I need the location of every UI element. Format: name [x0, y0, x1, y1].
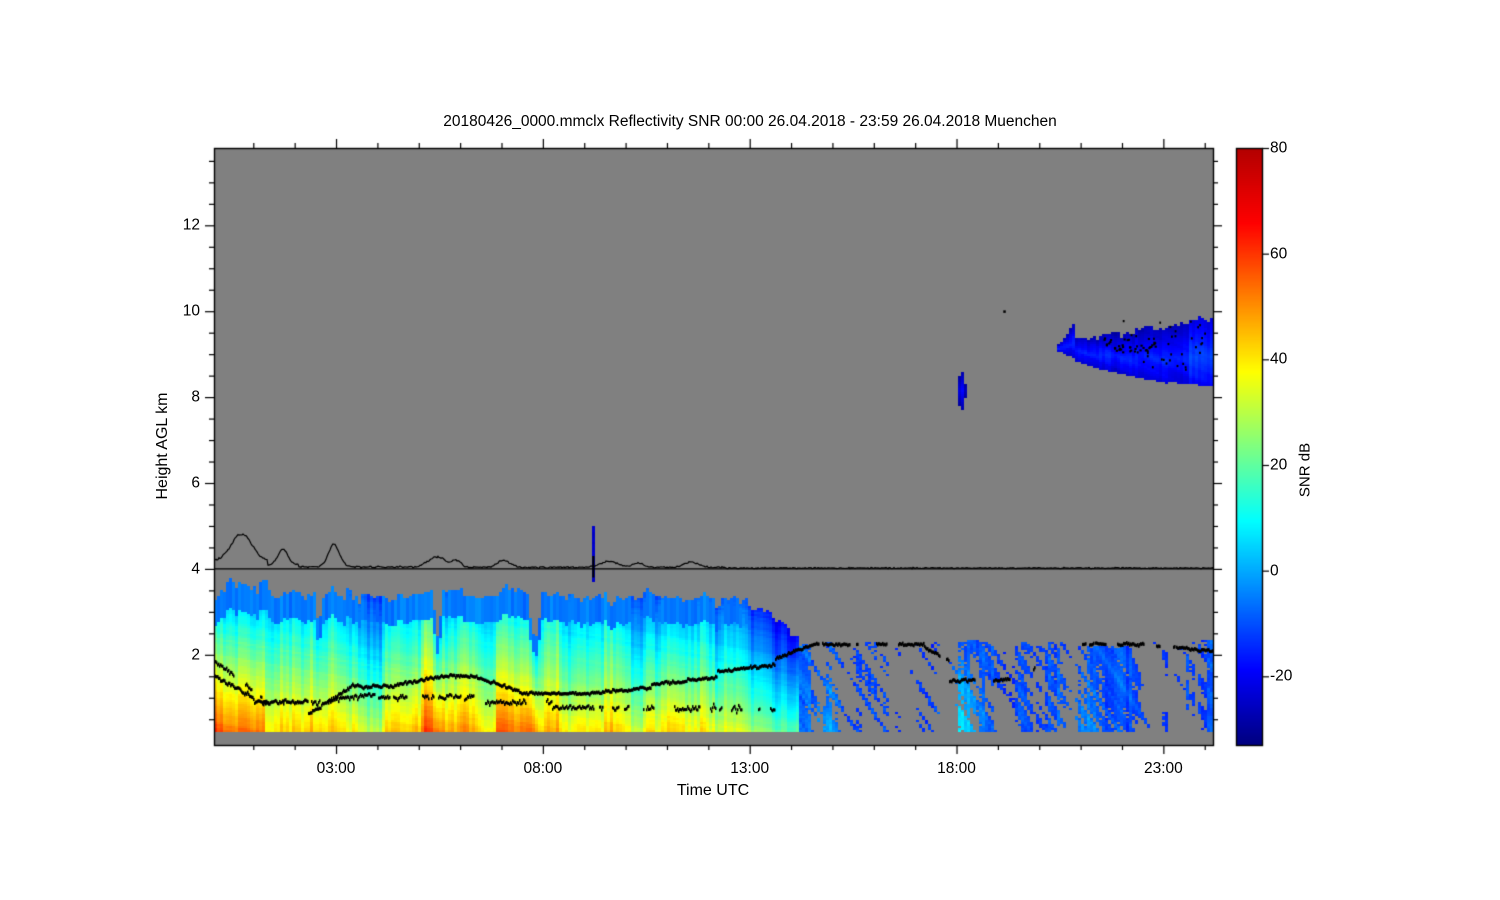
x-axis-label: Time UTC: [676, 782, 750, 799]
cbar-tick-40: 40: [1270, 350, 1288, 368]
page-title: 20180426_0000.mmclx Reflectivity SNR 00:…: [443, 113, 1057, 130]
y-axis-label: Height AGL km: [154, 392, 171, 500]
colorbar-label: SNR dB: [1296, 442, 1314, 498]
y-tick-6: 6: [191, 474, 200, 492]
cbar-tick-80: 80: [1270, 139, 1288, 157]
cbar-tick-0: 0: [1270, 561, 1279, 579]
y-tick-2: 2: [191, 646, 200, 664]
x-tick-18:00: 18:00: [937, 760, 976, 777]
cbar-tick-20: 20: [1270, 456, 1288, 474]
cbar-tick-60: 60: [1270, 244, 1288, 262]
y-tick-4: 4: [191, 560, 200, 578]
y-tick-12: 12: [182, 216, 200, 234]
x-tick-13:00: 13:00: [730, 760, 770, 777]
y-tick-8: 8: [191, 388, 200, 406]
x-tick-08:00: 08:00: [523, 760, 563, 777]
x-tick-23:00: 23:00: [1143, 760, 1183, 777]
cbar-tick--20: -20: [1270, 667, 1293, 685]
y-tick-10: 10: [182, 302, 200, 320]
x-tick-03:00: 03:00: [316, 760, 356, 777]
